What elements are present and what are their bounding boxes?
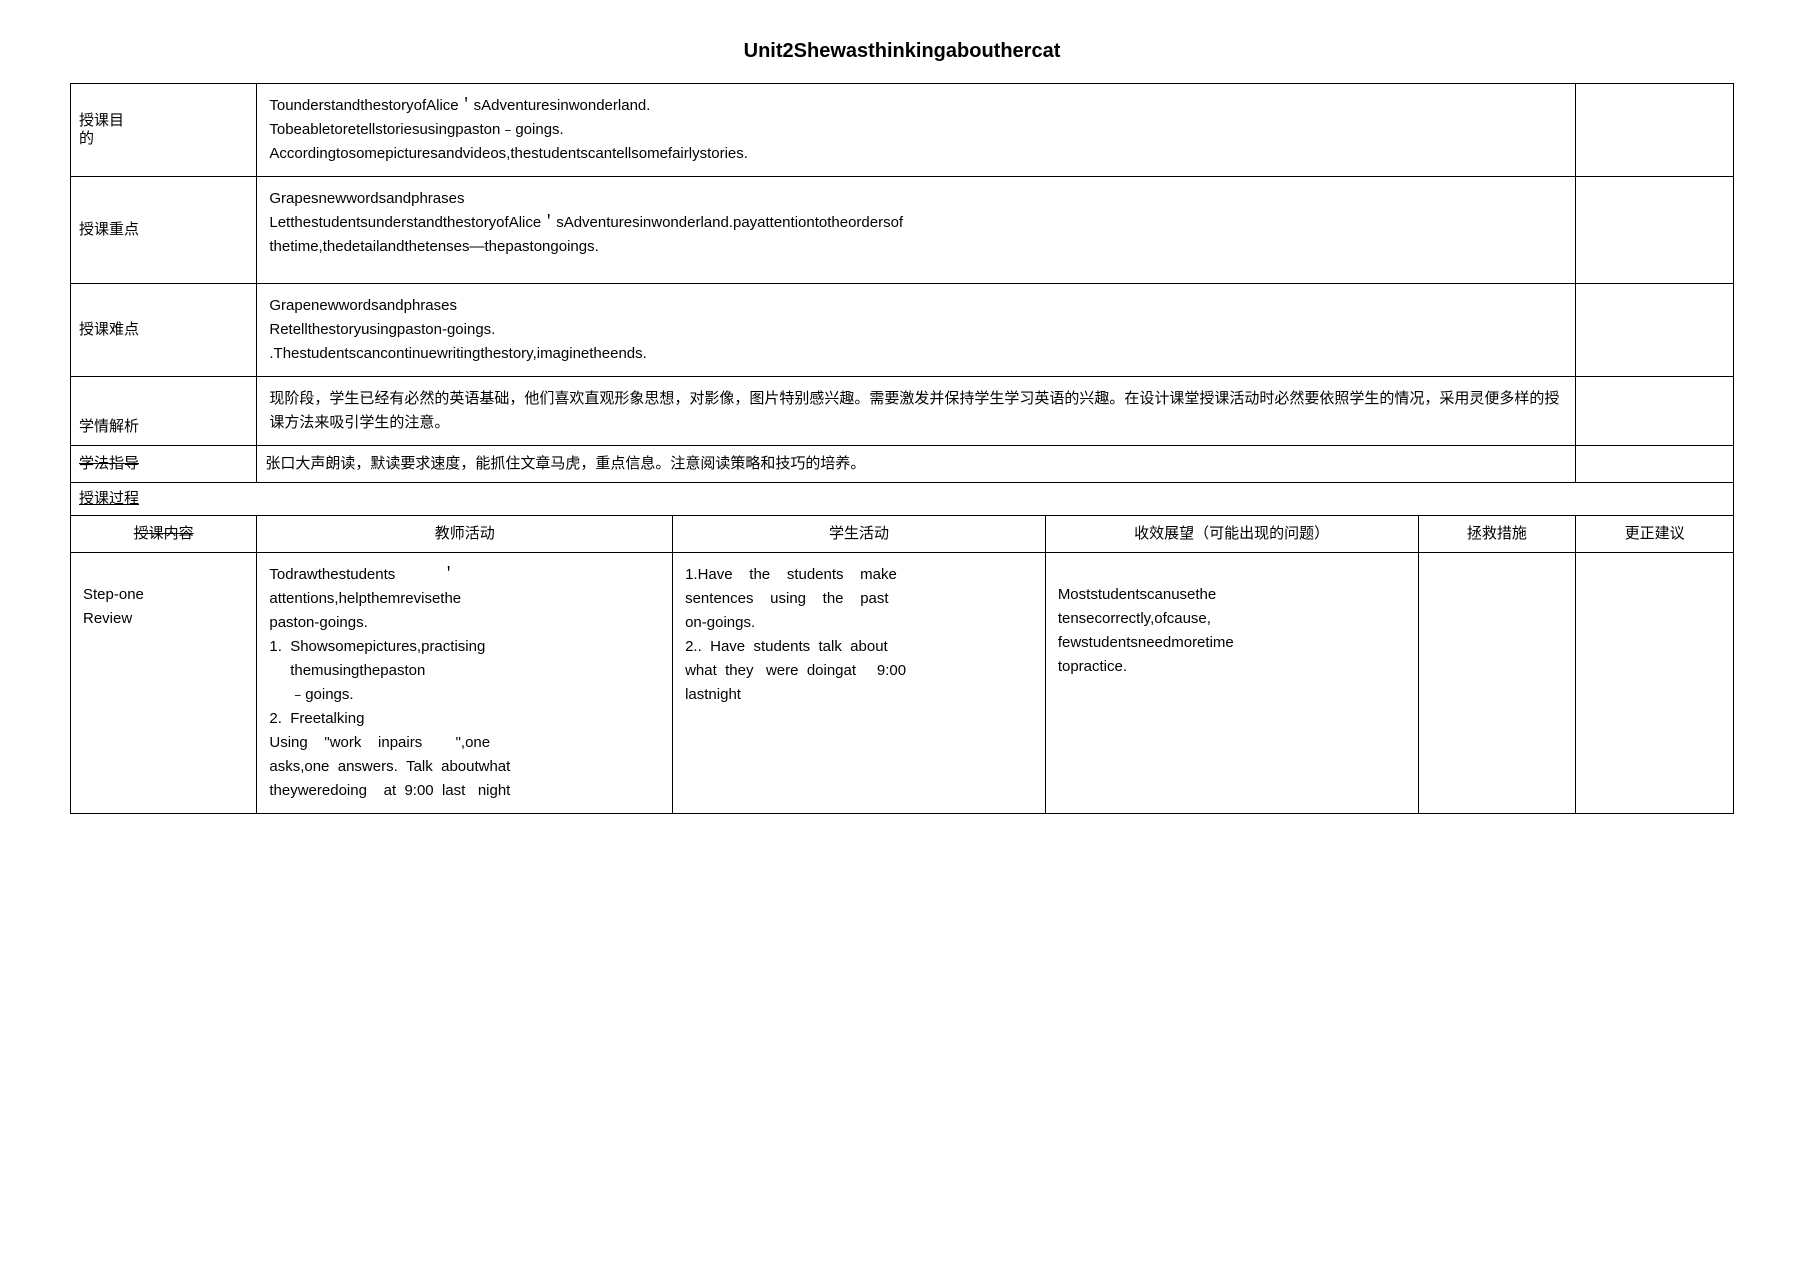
table-row: 授课目的 TounderstandthestoryofAlice＇sAdvent…: [71, 84, 1734, 177]
empty-cell: [1576, 284, 1734, 377]
table-row: 学法指导 张口大声朗读，默读要求速度，能抓住文章马虎，重点信息。注意阅读策略和技…: [71, 446, 1734, 483]
page-title: Unit2Shewasthinkingabouthercat: [70, 40, 1734, 63]
empty-cell: [1576, 177, 1734, 284]
col-teacher: 教师活动: [257, 516, 673, 553]
step-one-label: Step-one Review: [71, 553, 257, 814]
empty-cell: [1576, 377, 1734, 446]
column-header-row: 授课内容 教师活动 学生活动 收效展望（可能出现的问题） 拯救措施 更正建议: [71, 516, 1734, 553]
step-one-suggest: [1576, 553, 1734, 814]
difficulties-content: Grapenewwordsandphrases Retellthestoryus…: [257, 284, 1576, 377]
step-one-student: 1.Have the students make sentences using…: [673, 553, 1046, 814]
analysis-content: 现阶段，学生已经有必然的英语基础，他们喜欢直观形象思想，对影像，图片特别感兴趣。…: [257, 377, 1576, 446]
objective-label: 授课目的: [71, 84, 257, 177]
table-row: 授课重点 Grapesnewwordsandphrases Letthestud…: [71, 177, 1734, 284]
keypoints-content: Grapesnewwordsandphrases Letthestudentsu…: [257, 177, 1576, 284]
col-effect: 收效展望（可能出现的问题）: [1045, 516, 1418, 553]
keypoints-label: 授课重点: [71, 177, 257, 284]
step-one-teacher: Todrawthestudents ＇ attentions,helpthemr…: [257, 553, 673, 814]
lesson-plan-table: 授课目的 TounderstandthestoryofAlice＇sAdvent…: [70, 83, 1734, 814]
col-rescue: 拯救措施: [1418, 516, 1576, 553]
col-suggest: 更正建议: [1576, 516, 1734, 553]
difficulties-label: 授课难点: [71, 284, 257, 377]
col-content: 授课内容: [71, 516, 257, 553]
analysis-label: 学情解析: [71, 377, 257, 446]
table-row: 授课难点 Grapenewwordsandphrases Retellthest…: [71, 284, 1734, 377]
step-one-effect: Moststudentscanusethe tensecorrectly,ofc…: [1045, 553, 1418, 814]
process-label: 授课过程: [71, 483, 1734, 516]
guidance-content: 张口大声朗读，默读要求速度，能抓住文章马虎，重点信息。注意阅读策略和技巧的培养。: [257, 446, 1576, 483]
step-one-row: Step-one Review Todrawthestudents ＇ atte…: [71, 553, 1734, 814]
objective-content: TounderstandthestoryofAlice＇sAdventuresi…: [257, 84, 1576, 177]
empty-cell: [1576, 446, 1734, 483]
step-one-rescue: [1418, 553, 1576, 814]
table-row: 授课过程: [71, 483, 1734, 516]
guidance-label: 学法指导: [71, 446, 257, 483]
col-student: 学生活动: [673, 516, 1046, 553]
empty-cell: [1576, 84, 1734, 177]
table-row: 学情解析 现阶段，学生已经有必然的英语基础，他们喜欢直观形象思想，对影像，图片特…: [71, 377, 1734, 446]
